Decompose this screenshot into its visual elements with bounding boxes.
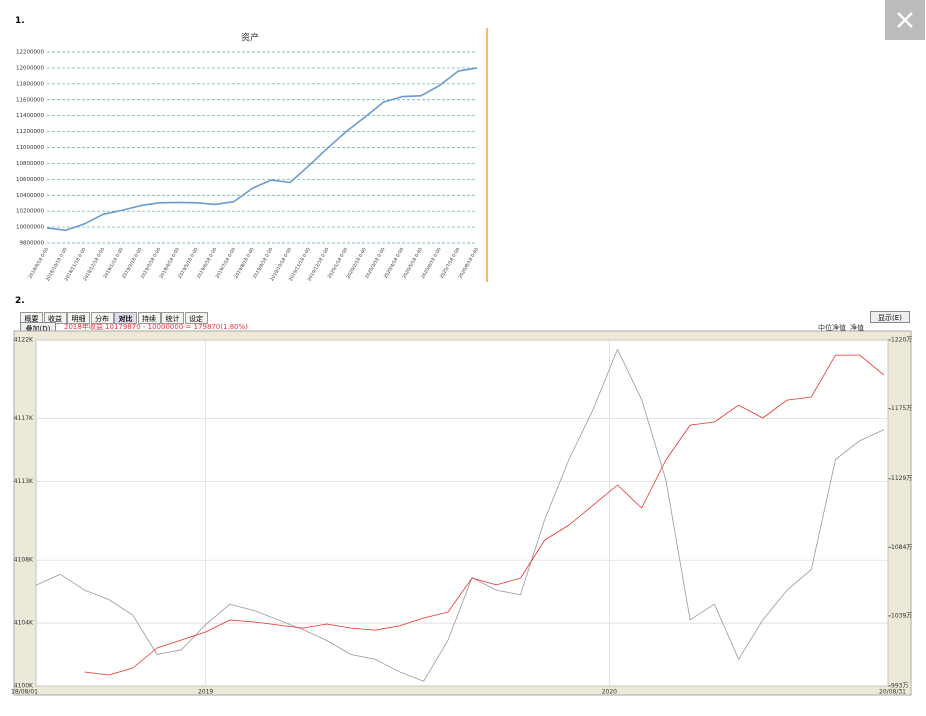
x-tick-label: 2020: [602, 689, 617, 696]
y2-tick-label: 1039万: [891, 612, 912, 619]
y-tick-label: 12000000: [16, 65, 44, 71]
tab[interactable]: 设定: [184, 312, 208, 324]
summary: 2018年收益 10179870 - 10000000 = 179870(1.8…: [64, 323, 249, 331]
plot-area: [35, 339, 889, 687]
y-tick-label: 9800000: [20, 241, 45, 247]
y-tick-label: 4122K: [14, 337, 34, 344]
y2-tick-label: 1175万: [891, 405, 912, 412]
y-tick-label: 12200000: [16, 50, 44, 56]
tab[interactable]: 持续: [137, 312, 161, 324]
y2-tick-label: 1220万: [891, 337, 912, 344]
y-tick-label: 11000000: [16, 145, 44, 151]
close-button[interactable]: [885, 0, 925, 40]
chart-panel: [15, 28, 487, 282]
y-tick-label: 10800000: [16, 161, 44, 167]
display-button[interactable]: 显示(E): [870, 311, 910, 323]
y-tick-label: 4104K: [14, 620, 34, 627]
y-tick-label: 11200000: [16, 129, 44, 135]
radio-option[interactable]: 净值: [850, 324, 864, 332]
series-line: [46, 67, 478, 232]
chart-title: 资产: [241, 32, 259, 44]
y-tick-label: 4100K: [14, 683, 34, 690]
y-tick-label: 11400000: [16, 113, 44, 119]
tab[interactable]: 对比: [114, 312, 137, 324]
x-tick-label: 20/08/31: [879, 689, 906, 696]
y-tick-label: 11800000: [16, 81, 44, 87]
radio-option[interactable]: 中位净值: [818, 324, 846, 332]
y-tick-label: 11600000: [16, 97, 44, 103]
y-tick-label: 10400000: [16, 193, 44, 199]
y2-tick-label: 993万: [891, 683, 908, 690]
y-tick-label: 4117K: [14, 415, 34, 422]
series-line: [84, 354, 885, 676]
y-tick-label: 4113K: [14, 478, 34, 485]
y-tick-label: 10200000: [16, 209, 44, 215]
x-tick-label: 2019: [198, 689, 213, 696]
x-tick-label: 18/08/01: [11, 689, 38, 696]
section-label: 1.: [15, 16, 25, 26]
tab[interactable]: 统计: [161, 312, 184, 324]
y2-tick-label: 1084万: [891, 544, 912, 551]
tab[interactable]: 分布: [90, 312, 114, 324]
series-line: [35, 349, 885, 682]
y-tick-label: 10600000: [16, 177, 44, 183]
y2-tick-label: 1129万: [891, 475, 912, 482]
y-tick-label: 4108K: [14, 557, 34, 564]
section-label: 2.: [15, 296, 25, 306]
tab[interactable]: 明细: [67, 312, 90, 324]
y-tick-label: 10000000: [16, 225, 44, 231]
